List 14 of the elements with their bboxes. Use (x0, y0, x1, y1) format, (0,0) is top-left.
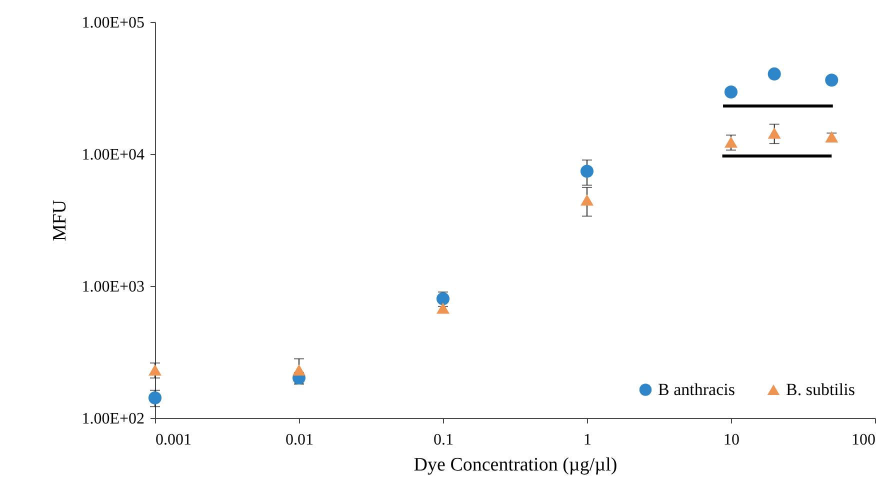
legend-label: B anthracis (658, 380, 735, 399)
y-tick-label: 1.00E+02 (82, 410, 144, 428)
x-tick-label: 10 (724, 432, 740, 448)
y-axis-title: MFU (50, 200, 71, 242)
x-tick-label: 0.001 (156, 432, 192, 448)
legend-label: B. subtilis (786, 380, 855, 399)
x-tick-label: 1 (584, 432, 592, 448)
y-tick-label: 1.00E+03 (82, 278, 144, 296)
x-tick-label: 0.1 (434, 432, 454, 448)
y-tick-label: 1.00E+04 (82, 146, 144, 164)
y-tick-label: 1.00E+05 (82, 14, 144, 32)
x-tick-label: 100 (852, 432, 876, 448)
x-axis-title: Dye Concentration (µg/µl) (414, 454, 618, 476)
x-tick-label: 0.01 (286, 432, 314, 448)
